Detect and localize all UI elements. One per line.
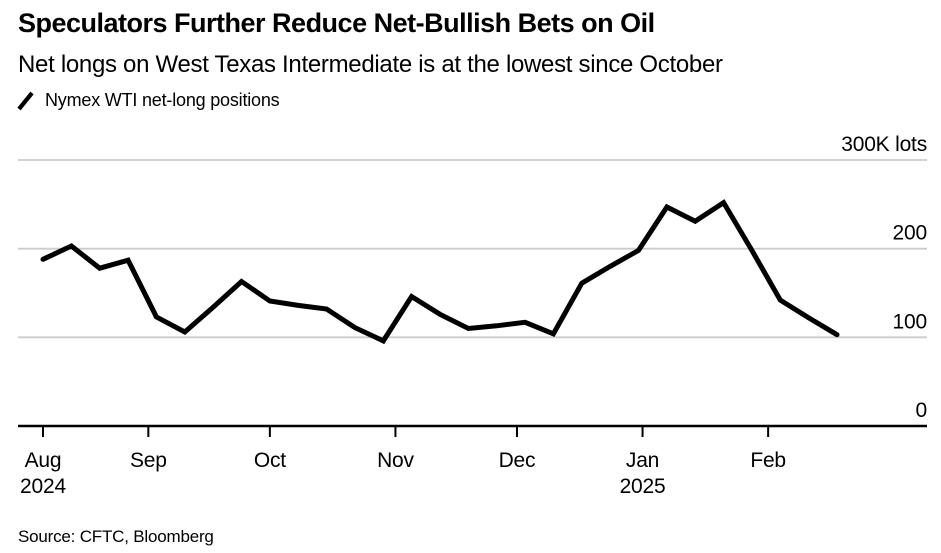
x-axis-year-label: 2025 (620, 475, 666, 498)
legend: Nymex WTI net-long positions (16, 90, 280, 111)
chart-subtitle: Net longs on West Texas Intermediate is … (18, 51, 723, 78)
x-axis-label: Dec (499, 449, 536, 472)
x-axis-label: Oct (254, 449, 286, 472)
y-axis-label: 200 (893, 222, 927, 245)
y-axis-label: 300K lots (841, 133, 927, 156)
x-axis-label: Jan (626, 449, 659, 472)
x-axis-year-label: 2024 (20, 475, 66, 498)
x-axis-label: Aug (25, 449, 62, 472)
x-axis-label: Feb (750, 449, 786, 472)
source-note: Source: CFTC, Bloomberg (18, 527, 214, 546)
y-axis-label: 100 (893, 310, 927, 333)
line-slash-icon (17, 91, 34, 110)
x-axis-label: Sep (130, 449, 167, 472)
series-line (40, 199, 840, 345)
y-axis-label: 0 (916, 399, 927, 422)
x-axis-label: Nov (377, 449, 414, 472)
chart-title: Speculators Further Reduce Net-Bullish B… (18, 8, 655, 38)
legend-label: Nymex WTI net-long positions (45, 90, 280, 110)
